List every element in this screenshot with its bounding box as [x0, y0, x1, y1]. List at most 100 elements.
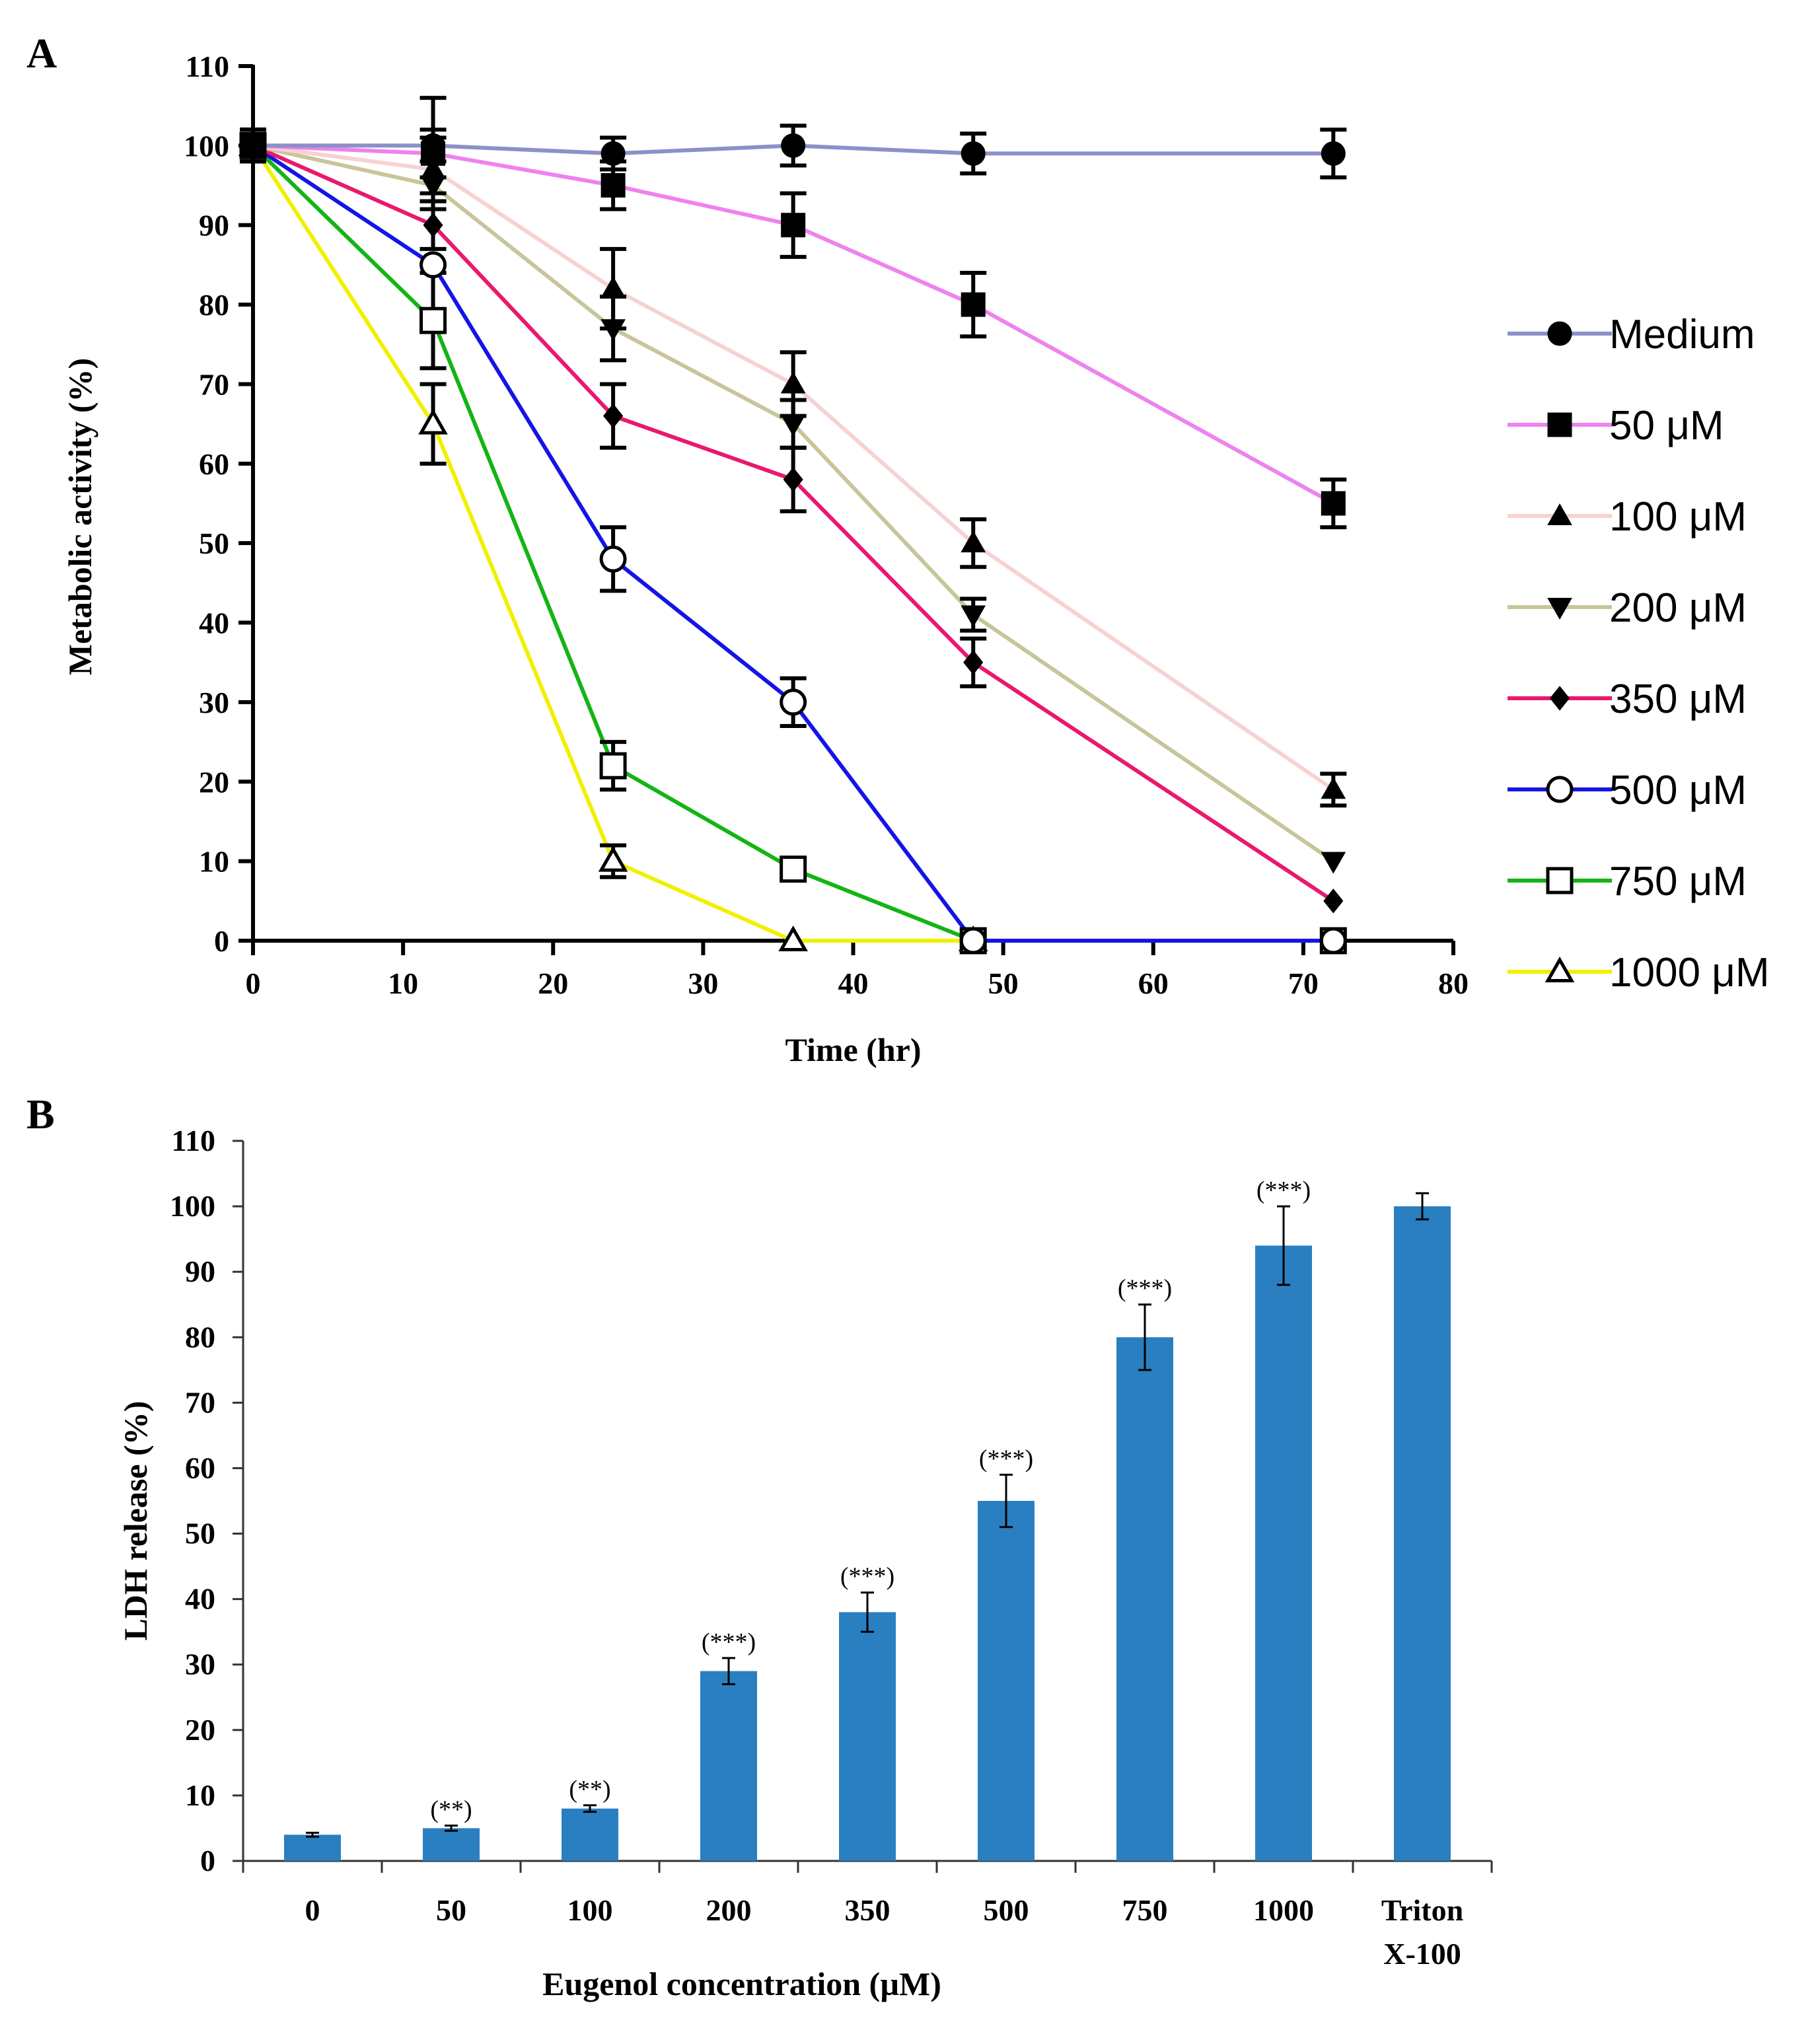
x-tick-label: 60: [1138, 966, 1169, 1000]
series-line-50-m: [252, 143, 1334, 505]
data-point-medium: [601, 141, 626, 166]
data-point-500-m: [959, 927, 987, 955]
data-point-50-m: [961, 292, 986, 317]
legend-label-350-m: 350 μM: [1609, 676, 1747, 722]
bar-500: [978, 1501, 1035, 1861]
y-tick-label: 80: [185, 1320, 215, 1354]
legend-label-medium: Medium: [1609, 312, 1755, 357]
y-axis-label: Metabolic activity (%): [61, 358, 98, 675]
x-tick-label: 200: [706, 1893, 752, 1927]
legend-label-200-m: 200 μM: [1609, 585, 1747, 631]
series-line-medium: [253, 143, 1334, 156]
x-tick-label: 30: [688, 966, 718, 1000]
y-tick-label: 0: [214, 924, 229, 958]
data-point-medium: [421, 133, 446, 158]
y-tick-label: 20: [185, 1713, 215, 1747]
x-tick-label: Triton: [1381, 1893, 1463, 1927]
legend-label-500-m: 500 μM: [1609, 768, 1747, 813]
x-tick-label: 50: [988, 966, 1019, 1000]
legend-marker-750-m: [1546, 867, 1574, 894]
data-point-medium: [1321, 141, 1346, 166]
data-point-medium: [781, 133, 806, 158]
legend-marker-medium: [1547, 321, 1572, 346]
series-line-350-m: [252, 143, 1334, 903]
data-point-500-m: [780, 688, 807, 716]
y-tick-label: 40: [199, 606, 229, 640]
data-point-500-m: [599, 545, 627, 573]
y-tick-label: 90: [185, 1254, 215, 1288]
significance-label: (***): [979, 1445, 1033, 1472]
data-point-350-m: [423, 212, 443, 238]
bar-50: [423, 1828, 480, 1861]
y-tick-label: 50: [185, 1517, 215, 1550]
data-point-100-m: [601, 276, 626, 299]
bar-100: [562, 1808, 618, 1861]
data-point-50-m: [1321, 491, 1346, 516]
data-point-350-m: [963, 649, 984, 675]
legend-marker-350-m: [1549, 686, 1570, 711]
x-tick-label: 10: [388, 966, 418, 1000]
data-point-1000-m: [598, 846, 628, 872]
significance-label: (***): [1256, 1177, 1311, 1204]
x-tick-label: 20: [538, 966, 568, 1000]
data-point-500-m: [1319, 927, 1347, 955]
bar-750: [1116, 1337, 1173, 1861]
series-line-750-m: [251, 144, 1334, 943]
data-point-50-m: [601, 173, 626, 198]
bar-triton-x-100: [1394, 1206, 1451, 1861]
y-tick-label: 70: [199, 367, 229, 401]
x-tick-label: 80: [1438, 966, 1469, 1000]
x-tick-label: 100: [567, 1893, 613, 1927]
x-tick-label: 50: [436, 1893, 466, 1927]
bar-200: [700, 1671, 757, 1861]
legend-label-100-m: 100 μM: [1609, 494, 1747, 540]
data-point-350-m: [603, 403, 624, 429]
data-point-medium: [240, 133, 266, 158]
y-tick-label: 60: [185, 1451, 215, 1484]
significance-label: (***): [702, 1628, 756, 1656]
data-point-350-m: [1323, 889, 1344, 914]
significance-label: (***): [840, 1563, 894, 1591]
x-tick-label: 750: [1122, 1893, 1168, 1927]
y-tick-label: 50: [199, 527, 229, 560]
data-point-1000-m: [778, 925, 808, 951]
y-tick-label: 10: [199, 845, 229, 879]
chart-b-ldh-release: 0 10 20 30 40 50 60 70 80 90 100 110 0 (**) 50 (**) 100 (…: [117, 1124, 1493, 2002]
y-tick-label: 70: [185, 1385, 215, 1419]
y-tick-label: 40: [185, 1582, 215, 1616]
legend-marker-100-m: [1547, 503, 1572, 525]
legend-marker-50-m: [1547, 412, 1572, 437]
x-tick-label: 0: [246, 966, 261, 1000]
y-tick-label: 110: [186, 50, 229, 83]
legend-marker-500-m: [1546, 776, 1574, 803]
bar-1000: [1255, 1245, 1312, 1861]
bar-350: [839, 1612, 896, 1861]
y-tick-label: 20: [199, 765, 229, 799]
panel-b-letter: B: [26, 1091, 55, 1138]
y-tick-label: 110: [172, 1124, 215, 1157]
chart-a-metabolic-activity: 0 10 20 30 40 50 60 70 80 90 100 110 0 10 20 30 40 50 60 70…: [61, 50, 1770, 1068]
significance-label: (**): [569, 1776, 610, 1803]
x-axis-label: Eugenol concentration (µM): [542, 1965, 941, 2002]
y-tick-label: 30: [185, 1648, 215, 1681]
x-tick-label: 40: [838, 966, 869, 1000]
series-line-200-m: [252, 143, 1334, 863]
data-point-750-m: [780, 855, 807, 883]
series-line-500-m: [252, 143, 1334, 943]
data-point-medium: [961, 141, 986, 166]
data-point-50-m: [781, 213, 806, 238]
data-point-350-m: [783, 467, 803, 492]
data-point-100-m: [1321, 777, 1346, 799]
data-point-100-m: [961, 530, 986, 553]
bar-0: [284, 1834, 341, 1861]
significance-label: (**): [430, 1796, 472, 1823]
x-tick-label: 0: [305, 1893, 320, 1927]
x-tick-label: 500: [984, 1893, 1029, 1927]
data-point-500-m: [419, 251, 447, 279]
y-tick-label: 30: [199, 686, 229, 719]
legend-label-50-m: 50 μM: [1609, 403, 1724, 449]
data-point-750-m: [419, 307, 447, 334]
data-point-1000-m: [418, 408, 448, 435]
y-tick-label: 80: [199, 288, 229, 322]
